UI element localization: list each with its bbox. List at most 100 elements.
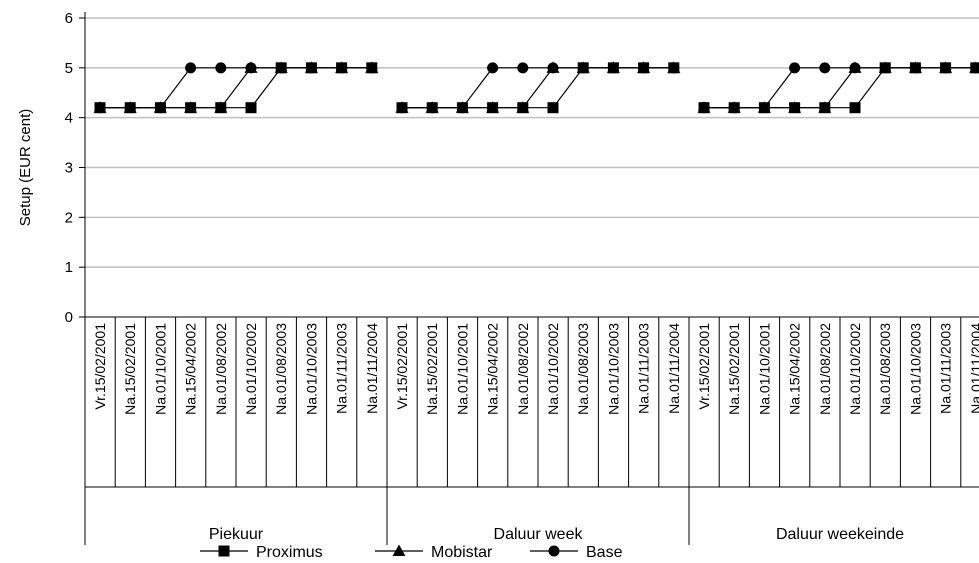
- proximus-point: [577, 62, 589, 74]
- x-tick-label: Vr.15/02/2001: [394, 323, 410, 410]
- proximus-point: [336, 62, 348, 74]
- series-lines: [93, 61, 979, 114]
- proximus-point: [758, 102, 770, 114]
- series-line: [704, 67, 976, 109]
- gridlines: [85, 17, 979, 268]
- x-tick-label: Na.01/10/2003: [303, 323, 319, 415]
- x-tick-label: Na.01/11/2003: [334, 323, 350, 414]
- series-line: [100, 67, 372, 109]
- x-tick-label: Na.01/10/2001: [454, 323, 470, 415]
- axis-labels: 0 1 2 3 4 5 6 Vr.15/02/2001 Na.15/02/2001 Na.01/1…: [65, 10, 979, 543]
- x-tick-label: Na.01/08/2002: [515, 323, 531, 415]
- proximus-point: [879, 62, 891, 74]
- legend-marker: [548, 545, 560, 557]
- x-tick-label: Na.15/04/2002: [485, 323, 501, 415]
- proximus-point: [124, 102, 136, 114]
- x-tick-label: Na.01/10/2002: [545, 323, 561, 415]
- x-tick-label: Na.01/11/2003: [636, 323, 652, 414]
- proximus-point: [517, 102, 529, 114]
- y-tick-label: 3: [65, 160, 73, 177]
- x-tick-label: Na.01/10/2002: [847, 323, 863, 415]
- proximus-point: [909, 62, 921, 74]
- series-line: [704, 67, 976, 109]
- x-tick-label: Na.01/11/2004: [364, 323, 380, 414]
- group-label: Piekuur: [209, 526, 264, 543]
- x-tick-label: Vr.15/02/2001: [696, 323, 712, 410]
- proximus-point: [819, 102, 831, 114]
- mobistar-point: [848, 61, 862, 73]
- legend-marker: [392, 544, 406, 556]
- proximus-point: [215, 102, 227, 114]
- legend-marker: [218, 545, 230, 557]
- x-tick-label: Na.01/08/2002: [213, 323, 229, 415]
- y-tick-label: 2: [65, 209, 73, 226]
- series-mobistar: [93, 61, 979, 113]
- legend-entry-mobistar: Mobistar: [375, 544, 493, 561]
- proximus-point: [245, 102, 257, 114]
- x-tick-label: Na.15/04/2002: [787, 323, 803, 415]
- proximus-point: [849, 102, 861, 114]
- y-tick-label: 6: [65, 10, 73, 27]
- proximus-point: [547, 102, 559, 114]
- proximus-point: [396, 102, 408, 114]
- legend-label: Proximus: [256, 544, 323, 561]
- base-point: [185, 62, 197, 74]
- proximus-point: [728, 102, 740, 114]
- proximus-point: [970, 62, 979, 74]
- proximus-point: [456, 102, 468, 114]
- proximus-point: [487, 102, 499, 114]
- x-tick-label: Na.15/02/2001: [122, 323, 138, 415]
- y-axis-label: Setup (EUR cent): [17, 109, 34, 227]
- proximus-point: [940, 62, 952, 74]
- base-point: [789, 62, 801, 74]
- series-line: [100, 67, 372, 109]
- x-tick-label: Na.01/10/2002: [243, 323, 259, 415]
- group-label: Daluur weekeinde: [776, 526, 904, 543]
- y-tick-label: 5: [65, 60, 73, 77]
- proximus-point: [638, 62, 650, 74]
- series-proximus: [94, 62, 979, 114]
- base-point: [215, 62, 227, 74]
- x-tick-label: Na.01/10/2001: [152, 323, 168, 415]
- x-tick-label: Na.01/08/2003: [877, 323, 893, 415]
- base-point: [819, 62, 831, 74]
- x-tick-label: Na.01/11/2004: [968, 323, 979, 414]
- x-tick-label: Na.01/10/2001: [756, 323, 772, 415]
- series-line: [402, 67, 674, 109]
- x-tick-label: Na.01/10/2003: [907, 323, 923, 415]
- x-tick-label: Na.01/08/2002: [817, 323, 833, 415]
- x-tick-label: Na.15/04/2002: [183, 323, 199, 415]
- mobistar-point: [244, 61, 258, 73]
- axes: [79, 12, 979, 545]
- base-point: [517, 62, 529, 74]
- proximus-point: [275, 62, 287, 74]
- x-tick-label: Vr.15/02/2001: [92, 323, 108, 410]
- x-tick-label: Na.01/11/2003: [938, 323, 954, 414]
- proximus-point: [789, 102, 801, 114]
- series-base: [94, 62, 979, 114]
- proximus-point: [607, 62, 619, 74]
- x-tick-label: Na.15/02/2001: [726, 323, 742, 415]
- proximus-point: [154, 102, 166, 114]
- proximus-point: [185, 102, 197, 114]
- y-tick-label: 4: [65, 110, 73, 127]
- legend-label: Mobistar: [431, 544, 493, 561]
- y-tick-label: 0: [65, 309, 73, 326]
- proximus-point: [305, 62, 317, 74]
- legend-entry-base: Base: [530, 544, 623, 561]
- proximus-point: [426, 102, 438, 114]
- x-tick-label: Na.01/08/2003: [575, 323, 591, 415]
- mobistar-point: [546, 61, 560, 73]
- base-point: [487, 62, 499, 74]
- x-tick-label: Na.01/10/2003: [605, 323, 621, 415]
- proximus-point: [698, 102, 710, 114]
- proximus-point: [366, 62, 378, 74]
- x-tick-label: Na.01/08/2003: [273, 323, 289, 415]
- x-tick-label: Na.15/02/2001: [424, 323, 440, 415]
- legend: Proximus Mobistar Base: [200, 544, 623, 561]
- group-label: Daluur week: [494, 526, 584, 543]
- proximus-point: [668, 62, 680, 74]
- series-line: [402, 67, 674, 109]
- proximus-point: [94, 102, 106, 114]
